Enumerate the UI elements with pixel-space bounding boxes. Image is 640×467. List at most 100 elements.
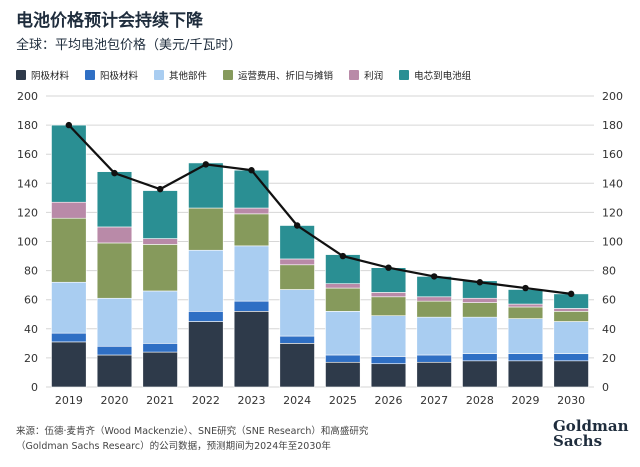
total-price-point (430, 273, 438, 280)
bar-segment (233, 300, 270, 312)
bar-segment (325, 354, 361, 363)
y-tick-label-left: 180 (17, 119, 38, 132)
bar-segment (188, 311, 224, 322)
bar-segment (51, 217, 87, 283)
bar-segment (188, 321, 224, 388)
bar-segment (51, 201, 87, 219)
bar-segment (279, 289, 315, 337)
legend-item-cathode: 阴极材料 (16, 68, 69, 82)
x-tick-label: 2019 (55, 394, 83, 407)
y-tick-label-left: 200 (17, 90, 38, 103)
x-tick-label: 2020 (101, 394, 129, 407)
bar-segment (279, 264, 315, 290)
bar-segment (553, 311, 589, 322)
x-tick-label: 2021 (146, 394, 174, 407)
bar-segment (325, 283, 361, 289)
total-price-point (567, 290, 575, 298)
chart-subtitle: 全球：平均电池包价格（美元/千瓦时） (16, 38, 242, 53)
y-tick-label-right: 200 (602, 90, 623, 103)
bar-segment (416, 316, 452, 356)
bar-segment (416, 300, 452, 318)
y-tick-label-right: 0 (602, 381, 609, 394)
bar-segment (51, 341, 87, 388)
total-price-point (522, 284, 529, 292)
y-tick-label-left: 80 (24, 265, 38, 278)
bar-segment (325, 311, 361, 356)
total-price-point (156, 185, 164, 193)
x-tick-label: 2024 (283, 394, 311, 407)
x-tick-label: 2028 (466, 394, 494, 407)
bar-segment (416, 361, 452, 388)
legend-item-anode: 阳极材料 (85, 68, 138, 82)
bar-segment (96, 226, 133, 244)
x-tick-label: 2022 (192, 394, 220, 407)
bar-segment (507, 303, 544, 308)
legend-swatch (399, 70, 410, 80)
total-price-point (339, 252, 347, 260)
y-tick-label-left: 100 (17, 236, 38, 249)
bar-segment (325, 287, 361, 312)
footnote-line-1: 来源：伍德·麦肯齐（Wood Mackenzie）、SNE研究（SNE Rese… (16, 426, 369, 437)
y-tick-label-left: 60 (24, 294, 38, 307)
bar-segment (142, 244, 178, 292)
legend-swatch (16, 70, 26, 80)
y-tick-label-right: 120 (602, 206, 623, 219)
bar-segment (416, 354, 452, 363)
bar-segment (188, 249, 224, 312)
source-footnote: 来源：伍德·麦肯齐（Wood Mackenzie）、SNE研究（SNE Rese… (16, 424, 368, 454)
bar-segment (142, 190, 178, 239)
bar-segment (279, 258, 315, 266)
legend-item-operating: 运营费用、折旧与摊销 (223, 68, 333, 82)
total-price-line (68, 124, 572, 295)
bar-segment (279, 225, 315, 260)
legend-swatch (85, 70, 96, 80)
bar-segment (188, 162, 224, 209)
bar-segment (325, 361, 361, 388)
bar-segment (96, 297, 133, 347)
bar-segment (142, 343, 178, 353)
bar-segment (233, 207, 270, 215)
bar-segment (370, 363, 407, 388)
logo-line-2: Sachs (553, 432, 603, 450)
bar-segment (462, 353, 498, 362)
y-tick-label-right: 80 (602, 265, 616, 278)
bar-segment (507, 306, 544, 319)
chart-title: 电池价格预计会持续下降 (16, 11, 203, 31)
legend-label: 阴极材料 (31, 71, 70, 82)
bar-segment (96, 354, 133, 388)
legend-swatch (154, 70, 165, 80)
total-price-point (385, 264, 392, 271)
y-tick-label-left: 20 (24, 352, 38, 365)
bar-segment (553, 353, 589, 362)
bar-segment (553, 360, 589, 388)
bar-segment (96, 345, 133, 356)
y-tick-label-right: 160 (602, 148, 623, 161)
bar-segment (96, 171, 133, 228)
y-tick-label-right: 20 (602, 352, 616, 365)
bar-segment (279, 343, 315, 388)
bar-segment (51, 281, 87, 334)
total-price-point (476, 279, 484, 286)
legend-label: 电芯到电池组 (414, 71, 472, 82)
total-price-point (248, 167, 255, 174)
bar-segment (279, 335, 315, 344)
y-tick-label-left: 40 (24, 323, 38, 336)
bar-segment (188, 207, 224, 251)
bar-segment (142, 351, 178, 388)
bar-segment (233, 213, 270, 247)
y-tick-label-left: 120 (17, 206, 38, 219)
total-price-point (111, 169, 118, 177)
x-tick-label: 2023 (238, 394, 266, 407)
bar-segment (462, 302, 498, 318)
total-price-point (65, 121, 73, 129)
legend-label: 利润 (364, 71, 384, 82)
bar-segment (553, 321, 589, 354)
legend-item-cell-to-pack: 电芯到电池组 (399, 68, 471, 82)
y-tick-label-right: 60 (602, 294, 616, 307)
bar-segment (233, 245, 270, 302)
footnote-line-2: （Goldman Sachs Researc）的公司数据，预测期间为2024年至… (16, 441, 331, 452)
bar-segment (370, 267, 407, 293)
bar-segment (370, 356, 407, 365)
y-tick-label-right: 40 (602, 323, 616, 336)
x-tick-label: 2030 (557, 394, 585, 407)
